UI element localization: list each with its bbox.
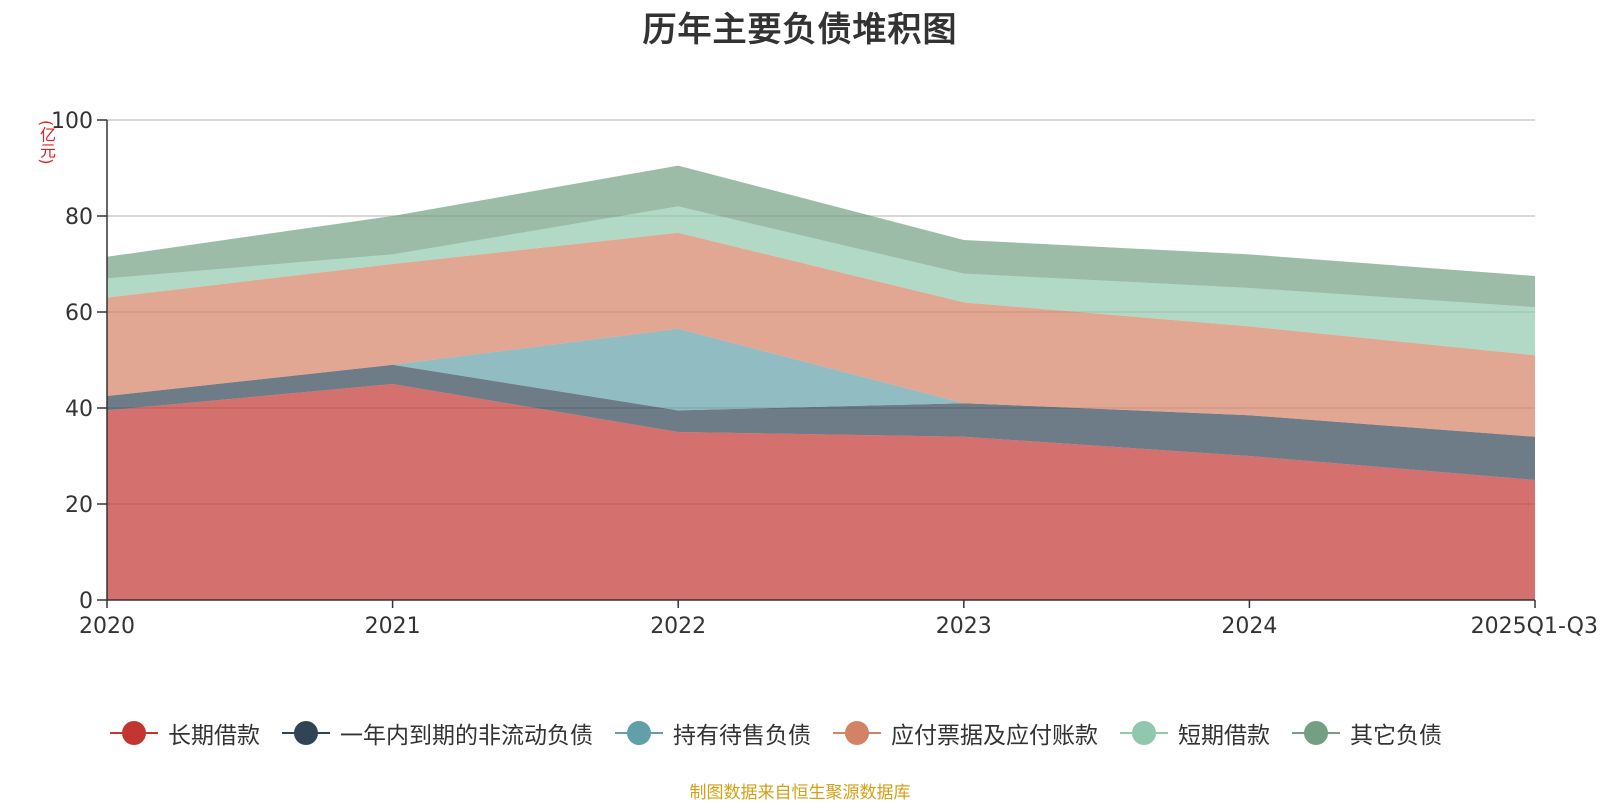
y-tick-label: 100 <box>51 109 93 134</box>
area-series-1 <box>107 364 1535 480</box>
x-tick-label: 2023 <box>936 614 992 639</box>
chart-title: 历年主要负债堆积图 <box>642 10 958 50</box>
legend-label: 一年内到期的非流动负债 <box>340 723 593 749</box>
legend-marker-icon <box>110 721 158 745</box>
y-tick-label: 80 <box>65 205 93 230</box>
y-tick-label: 0 <box>79 589 93 614</box>
legend-item-3[interactable]: 应付票据及应付账款 <box>833 716 1098 750</box>
x-tick-label: 2024 <box>1221 614 1277 639</box>
area-series-2 <box>107 328 1535 437</box>
y-tick-label: 40 <box>65 397 93 422</box>
legend-marker-icon <box>833 721 881 745</box>
legend-item-5[interactable]: 其它负债 <box>1292 716 1442 750</box>
legend-label: 短期借款 <box>1178 723 1270 749</box>
legend-label: 应付票据及应付账款 <box>891 723 1098 749</box>
area-series-group <box>107 165 1535 600</box>
legend-label: 其它负债 <box>1350 723 1442 749</box>
area-series-3 <box>107 232 1535 437</box>
x-tick-label: 2021 <box>365 614 421 639</box>
axes: 0 20 40 60 80 100 2020 2021 2022 2023 2024 2025Q1-Q… <box>51 109 1598 639</box>
legend-marker-icon <box>615 721 663 745</box>
legend-label: 持有待售负债 <box>673 723 811 749</box>
stacked-area-chart: 0 20 40 60 80 100 2020 2021 2022 2023 2024 2025Q1-Q… <box>51 109 1598 639</box>
area-series-5 <box>107 165 1535 308</box>
legend-marker-icon <box>282 721 330 745</box>
x-tick-label: 2022 <box>650 614 706 639</box>
legend-item-1[interactable]: 一年内到期的非流动负债 <box>282 716 593 750</box>
data-source-note: 制图数据来自恒生聚源数据库 <box>689 783 911 803</box>
y-axis-unit-label: (亿元) <box>37 120 56 165</box>
legend-item-2[interactable]: 持有待售负债 <box>615 716 811 750</box>
legend-label: 长期借款 <box>168 723 260 749</box>
area-series-4 <box>107 206 1535 356</box>
y-tick-label: 60 <box>65 301 93 326</box>
area-series-0 <box>107 384 1535 600</box>
x-tick-label: 2020 <box>79 614 135 639</box>
legend-marker-icon <box>1292 721 1340 745</box>
x-tick-label: 2025Q1-Q3 <box>1471 614 1598 639</box>
y-tick-label: 20 <box>65 493 93 518</box>
legend: 长期借款 一年内到期的非流动负债 持有待售负债 应付票据及应付账款 短期借款 其它负债 <box>110 716 1464 750</box>
legend-item-4[interactable]: 短期借款 <box>1120 716 1270 750</box>
legend-item-0[interactable]: 长期借款 <box>110 716 260 750</box>
legend-marker-icon <box>1120 721 1168 745</box>
